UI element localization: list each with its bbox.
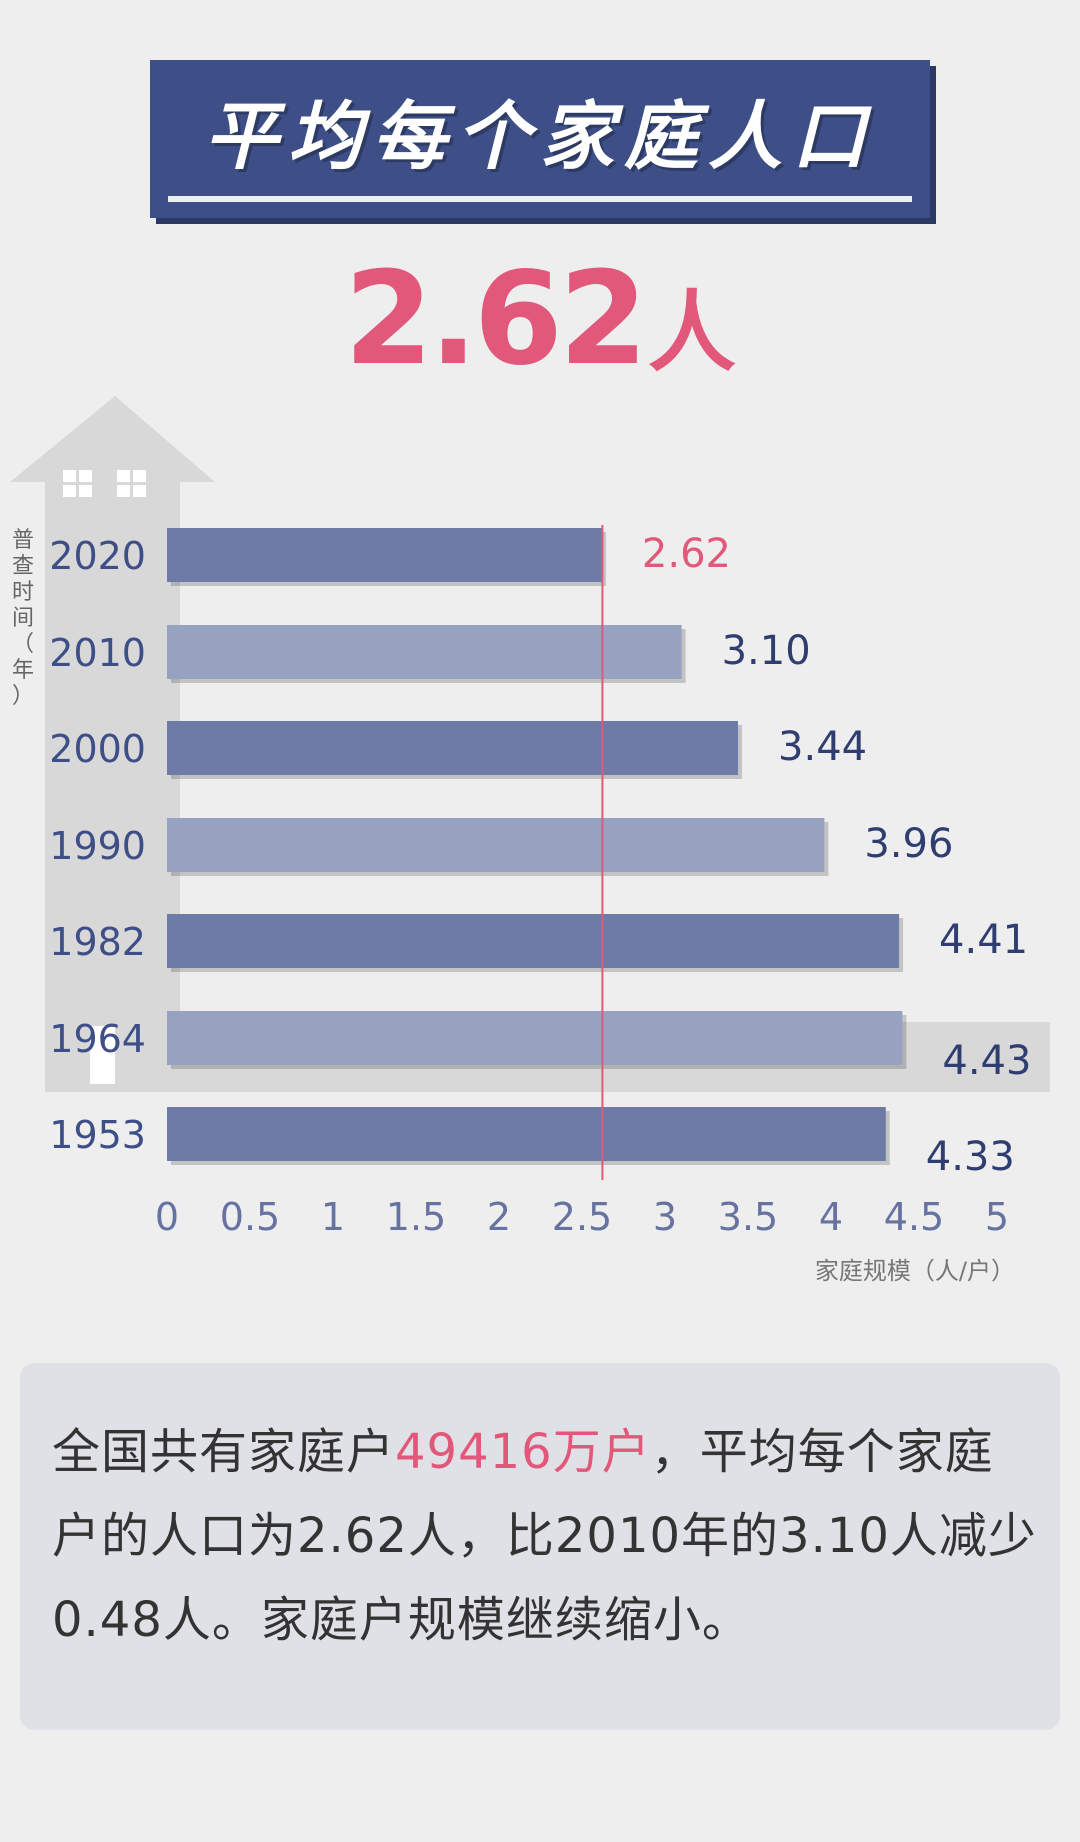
x-tick-0: 0 [155, 1195, 179, 1239]
bar-2010 [167, 625, 682, 679]
x-tick-0-5: 0.5 [220, 1195, 280, 1239]
headline-unit: 人 [647, 281, 736, 384]
headline-number: 2.62 [344, 245, 648, 394]
x-tick-labels: 0 0.5 1 1.5 2 2.5 3 3.5 4 4.5 5 [155, 1195, 1009, 1239]
banner-stripe [168, 196, 912, 202]
y-axis-title-char: 年 [12, 658, 34, 683]
year-label-1982: 1982 [49, 920, 146, 964]
x-tick-2-5: 2.5 [552, 1195, 612, 1239]
title-banner-panel: 平均每个家庭人口 [150, 60, 930, 218]
value-label-2010: 3.10 [722, 628, 811, 674]
bars [167, 528, 907, 1165]
value-label-2000: 3.44 [778, 724, 867, 770]
year-label-2020: 2020 [49, 534, 146, 578]
year-label-1953: 1953 [49, 1113, 146, 1157]
bar-1982 [167, 914, 900, 968]
y-axis-title-char: 时 [12, 580, 34, 605]
bar-2000 [167, 721, 739, 775]
value-labels: 2.62 3.10 3.44 3.96 4.41 4.43 4.33 [642, 531, 1032, 1180]
x-tick-4-5: 4.5 [884, 1195, 944, 1239]
summary-highlight: 49416万户 [395, 1424, 651, 1480]
year-labels: 2020 2010 2000 1990 1982 1964 1953 [49, 534, 146, 1157]
summary-box [20, 1363, 1060, 1730]
year-label-1990: 1990 [49, 824, 146, 868]
value-label-1953: 4.33 [926, 1134, 1015, 1180]
y-axis-title-char: 查 [12, 554, 34, 579]
bar-1964 [167, 1011, 903, 1065]
headline-value: 2.62人 [0, 245, 1080, 394]
x-tick-5: 5 [985, 1195, 1009, 1239]
x-axis-title: 家庭规模（人/户） [815, 1257, 1015, 1285]
x-tick-2: 2 [487, 1195, 511, 1239]
summary-part1: 全国共有家庭户 [52, 1424, 396, 1480]
bar-1990 [167, 818, 825, 872]
bar-1953 [167, 1107, 886, 1161]
y-axis-title-char: （ [12, 632, 34, 657]
page-title: 平均每个家庭人口 [204, 93, 876, 180]
y-axis-title-char: 普 [12, 528, 34, 553]
year-label-2000: 2000 [49, 727, 146, 771]
title-banner: 平均每个家庭人口 [150, 60, 930, 220]
x-tick-1: 1 [321, 1195, 345, 1239]
y-axis-title-char: 间 [12, 606, 34, 631]
year-label-2010: 2010 [49, 631, 146, 675]
value-label-1990: 3.96 [864, 821, 953, 867]
x-tick-4: 4 [819, 1195, 843, 1239]
x-tick-3-5: 3.5 [718, 1195, 778, 1239]
summary-text: 全国共有家庭户49416万户，平均每个家庭户的人口为2.62人，比2010年的3… [52, 1410, 1042, 1662]
summary-part2: ，平均每个家庭户的人口为2.62人，比2010年的3.10人减少0.48人。家庭… [52, 1424, 1037, 1648]
x-tick-3: 3 [653, 1195, 677, 1239]
year-label-1964: 1964 [49, 1017, 146, 1061]
value-label-2020: 2.62 [642, 531, 731, 577]
value-label-1982: 4.41 [939, 917, 1028, 963]
x-tick-1-5: 1.5 [386, 1195, 446, 1239]
bar-2020 [167, 528, 602, 582]
y-axis-title-char: ） [12, 684, 34, 709]
value-label-1964: 4.43 [942, 1038, 1031, 1084]
